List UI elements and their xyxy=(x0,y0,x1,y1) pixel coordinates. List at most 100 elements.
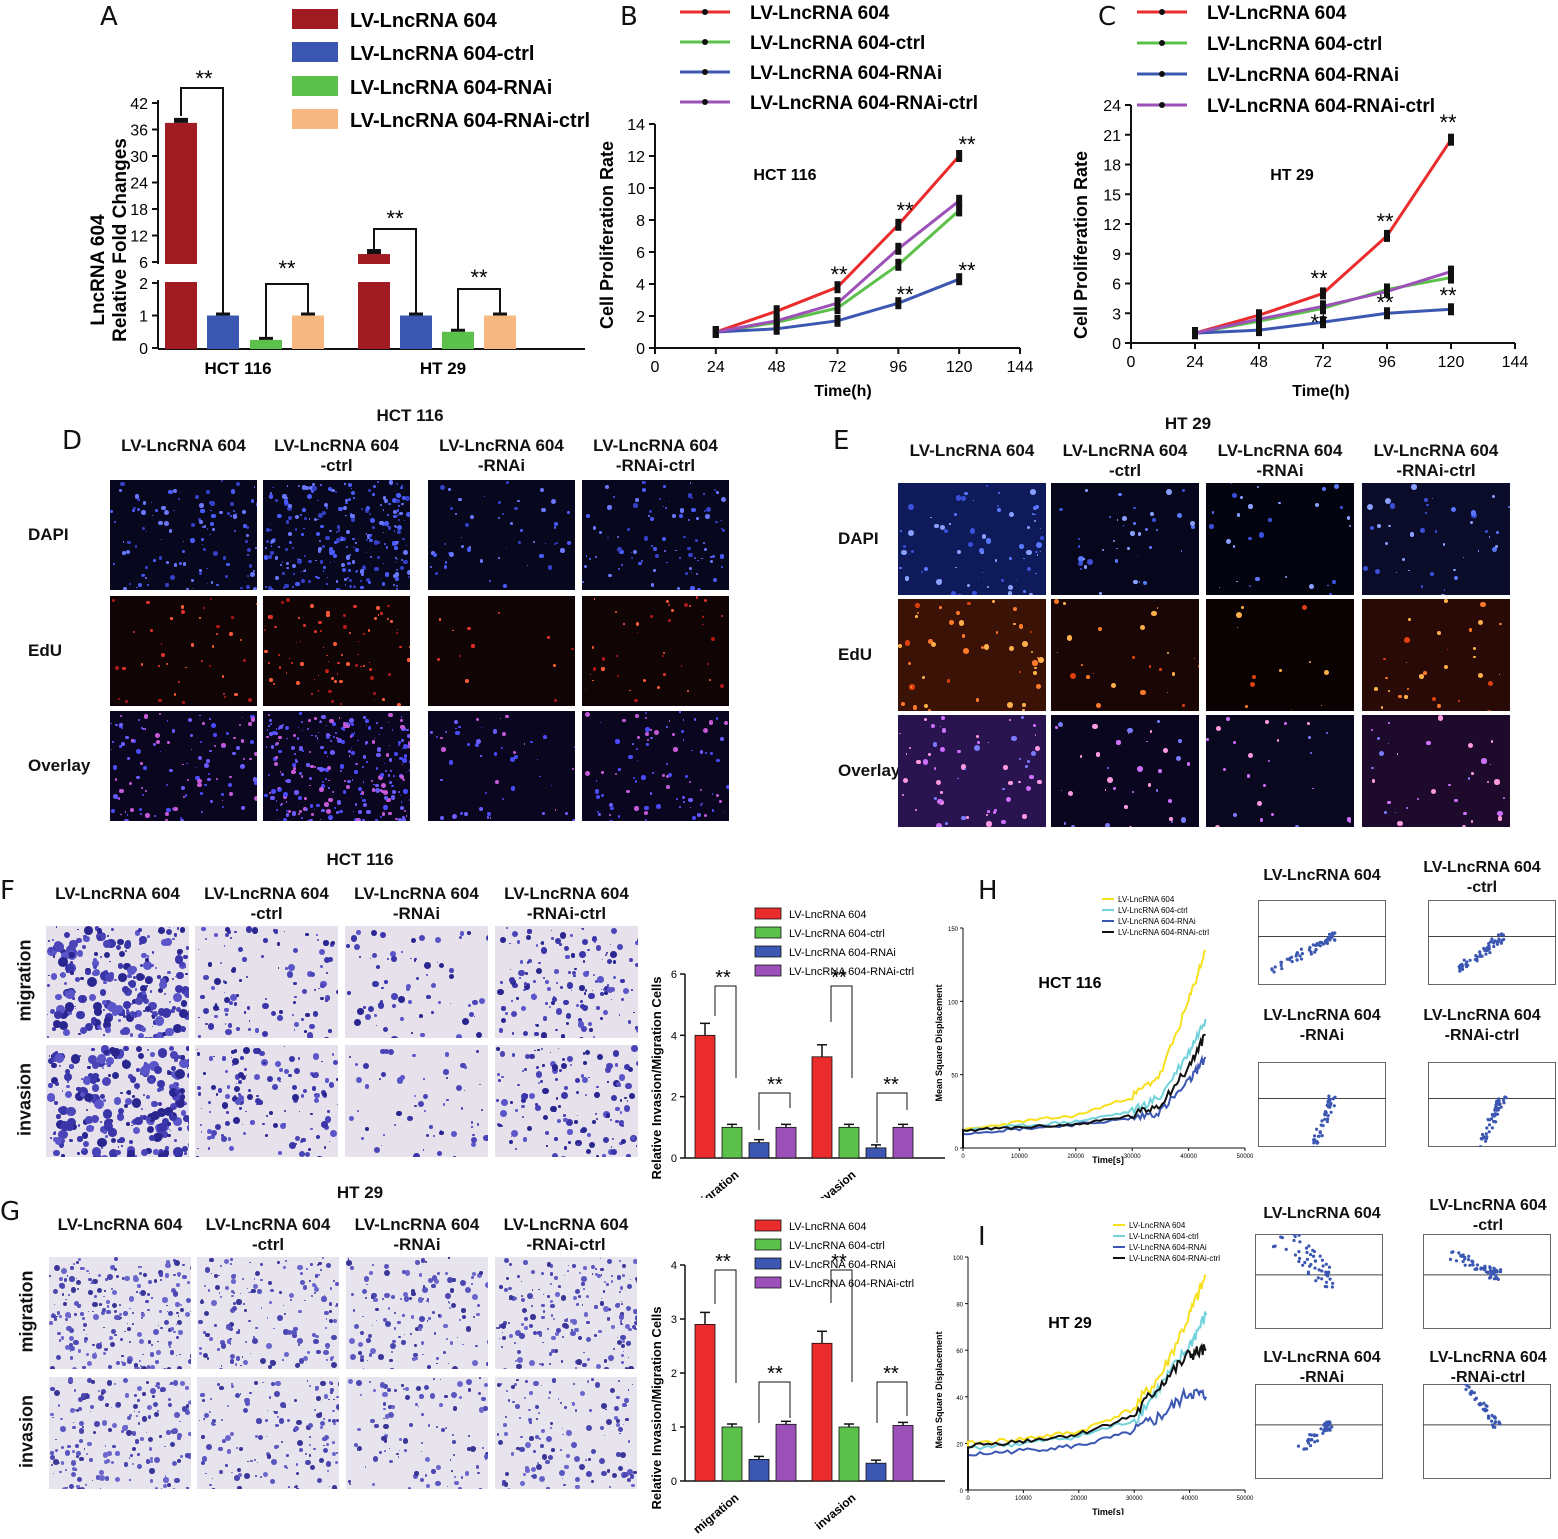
cell-dot xyxy=(229,1343,232,1345)
cell-dot xyxy=(528,1359,535,1366)
cell-dot xyxy=(298,1363,301,1365)
cell-dot xyxy=(180,785,186,791)
cell-dot xyxy=(295,1463,298,1466)
cell-dot xyxy=(512,1400,515,1403)
cell-dot xyxy=(607,1308,611,1312)
cell-dot xyxy=(679,513,684,518)
cell-dot xyxy=(329,1310,333,1314)
cell-dot xyxy=(51,939,54,942)
cell-dot xyxy=(58,1339,62,1342)
cell-dot xyxy=(158,698,162,703)
cell-dot xyxy=(1284,575,1288,579)
cell-dot xyxy=(502,1367,507,1369)
cell-dot xyxy=(719,554,724,559)
cell-dot xyxy=(400,1075,406,1081)
cell-dot xyxy=(396,524,402,530)
cell-dot xyxy=(515,1147,518,1150)
cell-dot xyxy=(307,1147,312,1152)
cell-dot xyxy=(1249,584,1252,587)
a-bracket xyxy=(373,228,417,313)
cell-dot xyxy=(85,1269,89,1273)
cell-dot xyxy=(55,993,62,1001)
cell-dot xyxy=(1007,701,1013,708)
cell-dot xyxy=(119,951,126,958)
cell-dot xyxy=(120,481,125,486)
cell-dot xyxy=(176,927,179,930)
cell-dot xyxy=(101,1420,107,1426)
cell-dot xyxy=(401,815,406,819)
micrograph-0-3 xyxy=(582,480,729,590)
cell-dot xyxy=(565,954,570,960)
cell-dot xyxy=(600,1267,604,1271)
cell-dot xyxy=(679,508,684,513)
cell-dot xyxy=(354,663,359,668)
cell-dot xyxy=(613,1406,619,1412)
cell-dot xyxy=(587,1021,592,1026)
cell-dot xyxy=(228,1145,235,1152)
cell-dot xyxy=(309,1024,315,1030)
cell-dot xyxy=(89,1404,94,1410)
cell-dot xyxy=(632,1325,637,1330)
cell-dot xyxy=(500,1322,507,1329)
cell-dot xyxy=(1494,545,1499,549)
cell-dot xyxy=(387,1411,394,1418)
sig: ** xyxy=(896,198,914,223)
track-point xyxy=(1315,1141,1319,1145)
sig: ** xyxy=(1310,266,1328,291)
cell-dot xyxy=(1426,504,1429,507)
cell-dot xyxy=(91,1047,95,1052)
cell-dot xyxy=(142,727,145,730)
cell-dot xyxy=(1130,531,1136,536)
cell-dot xyxy=(258,1050,265,1057)
cell-dot xyxy=(540,1031,548,1038)
cell-dot xyxy=(65,1299,67,1301)
cell-dot xyxy=(509,976,516,983)
cell-dot xyxy=(716,758,720,763)
cell-dot xyxy=(308,1034,314,1038)
cell-dot xyxy=(580,927,583,929)
cell-dot xyxy=(353,584,355,586)
cell-dot xyxy=(73,1389,77,1393)
cell-dot xyxy=(551,1335,556,1341)
cell-dot xyxy=(97,1024,102,1029)
cell-dot xyxy=(1384,497,1391,504)
cell-dot xyxy=(305,485,310,490)
cell-dot xyxy=(1378,751,1385,757)
cell-dot xyxy=(113,1257,118,1262)
cell-dot xyxy=(1349,820,1352,823)
cell-dot xyxy=(260,1278,264,1282)
cell-dot xyxy=(563,1483,566,1486)
track-point xyxy=(1318,1130,1322,1134)
cell-dot xyxy=(54,1010,62,1019)
cell-dot xyxy=(248,697,253,702)
cell-dot xyxy=(231,1305,238,1312)
track-point xyxy=(1295,951,1299,955)
cell-dot xyxy=(230,936,233,939)
bar xyxy=(892,1126,914,1159)
cell-dot xyxy=(166,1482,172,1488)
cell-dot xyxy=(1346,515,1351,520)
cell-dot xyxy=(509,968,512,971)
cell-dot xyxy=(516,997,519,1000)
cell-dot xyxy=(197,517,201,522)
cell-dot xyxy=(93,1098,104,1109)
cell-dot xyxy=(595,1113,597,1116)
cell-dot xyxy=(248,1089,252,1092)
cell-dot xyxy=(365,539,368,542)
row-label: invasion xyxy=(16,1394,37,1469)
cell-dot xyxy=(328,1140,330,1143)
sig-bracket xyxy=(758,1381,791,1423)
cell-dot xyxy=(562,1433,564,1436)
cell-dot xyxy=(197,1034,201,1038)
cell-dot xyxy=(374,1014,377,1018)
cell-dot xyxy=(620,1343,626,1348)
cell-dot xyxy=(371,1263,375,1267)
cell-dot xyxy=(284,1313,286,1315)
bar xyxy=(838,1126,860,1159)
cell-dot xyxy=(111,741,114,743)
cell-dot xyxy=(179,562,182,565)
cell-dot xyxy=(549,1300,553,1304)
cell-dot xyxy=(397,743,401,747)
cell-dot xyxy=(382,496,387,500)
cell-dot xyxy=(521,1116,525,1119)
